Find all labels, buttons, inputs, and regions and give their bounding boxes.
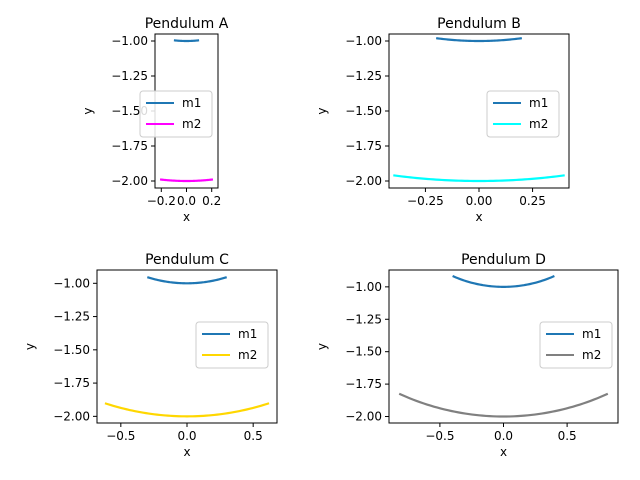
subplot-1: Pendulum A −0.2 0.0 0.2 −1.00 −1.25 −1.50 −1.75…: [81, 16, 229, 224]
legend-label-m2: m2: [529, 117, 548, 131]
series-m1-line: [173, 39, 200, 43]
legend: m1 m2: [139, 90, 213, 138]
y-tick-label: −1.50: [345, 345, 382, 359]
y-tick-label: −1.75: [345, 377, 382, 391]
y-tick-label: −1.75: [345, 139, 382, 153]
subplot-2: Pendulum B −0.25 0.00 0.25 −1.00 −1.25 −1.50 −1…: [315, 16, 570, 224]
x-tick-label: 0.0: [494, 429, 513, 443]
series-m2-line: [398, 392, 609, 418]
x-tick-label: 0.5: [244, 429, 263, 443]
legend: m1 m2: [539, 321, 613, 369]
y-tick-label: −1.00: [111, 34, 148, 48]
y-tick-label: −1.50: [53, 343, 90, 357]
y-axis-label: y: [81, 107, 95, 114]
y-tick-label: −1.75: [111, 139, 148, 153]
y-tick-label: −1.75: [53, 376, 90, 390]
series-m2-line: [393, 174, 565, 183]
y-tick-label: −2.00: [345, 410, 382, 424]
legend-label-m1: m1: [182, 96, 201, 110]
legend: m1 m2: [195, 321, 269, 369]
y-tick-label: −2.00: [53, 409, 90, 423]
subplot-title: Pendulum D: [461, 252, 546, 268]
series-m1-line: [452, 275, 555, 288]
y-tick-label: −1.25: [53, 310, 90, 324]
series-m2-line: [104, 402, 270, 418]
y-tick-label: −2.00: [111, 174, 148, 188]
y-tick-label: −2.00: [345, 174, 382, 188]
x-tick-label: 0.0: [177, 429, 196, 443]
y-tick-label: −1.25: [345, 69, 382, 83]
y-axis-label: y: [315, 343, 329, 350]
legend-label-m1: m1: [529, 96, 548, 110]
series-m1-line: [435, 37, 523, 43]
series-m1-line: [146, 276, 228, 285]
y-axis-label: y: [315, 107, 329, 114]
x-tick-label: 0.0: [177, 194, 196, 208]
x-tick-label: 0.5: [558, 429, 577, 443]
x-tick-label: 0.25: [519, 194, 546, 208]
legend: m1 m2: [486, 90, 560, 138]
y-tick-label: −1.25: [111, 69, 148, 83]
x-tick-label: −0.25: [407, 194, 444, 208]
subplot-3: Pendulum C −0.5 0.0 0.5 −1.00 −1.25 −1.50 −1.75…: [23, 252, 278, 459]
x-tick-label: 0.2: [202, 194, 221, 208]
legend-label-m2: m2: [182, 117, 201, 131]
y-axis-label: y: [23, 343, 37, 350]
x-axis-label: x: [500, 445, 507, 459]
subplot-title: Pendulum C: [145, 252, 229, 268]
y-tick-label: −1.00: [345, 34, 382, 48]
subplot-title: Pendulum A: [145, 16, 229, 32]
y-tick-label: −1.50: [345, 104, 382, 118]
subplot-4: Pendulum D −0.5 0.0 0.5 −1.00 −1.25 −1.50 −1.75…: [315, 252, 619, 459]
y-tick-label: −1.25: [345, 312, 382, 326]
y-tick-label: −1.00: [345, 280, 382, 294]
subplot-title: Pendulum B: [437, 16, 521, 32]
legend-label-m2: m2: [238, 348, 257, 362]
x-axis-label: x: [475, 210, 482, 224]
x-tick-label: −0.2: [147, 194, 176, 208]
legend-label-m1: m1: [238, 327, 257, 341]
y-tick-label: −1.50: [111, 104, 148, 118]
x-tick-label: −0.5: [425, 429, 454, 443]
legend-label-m2: m2: [582, 348, 601, 362]
x-axis-label: x: [183, 210, 190, 224]
legend-label-m1: m1: [582, 327, 601, 341]
series-m2-line: [159, 178, 214, 183]
x-tick-label: −0.5: [106, 429, 135, 443]
x-axis-label: x: [183, 445, 190, 459]
y-tick-label: −1.00: [53, 276, 90, 290]
x-tick-label: 0.00: [466, 194, 493, 208]
